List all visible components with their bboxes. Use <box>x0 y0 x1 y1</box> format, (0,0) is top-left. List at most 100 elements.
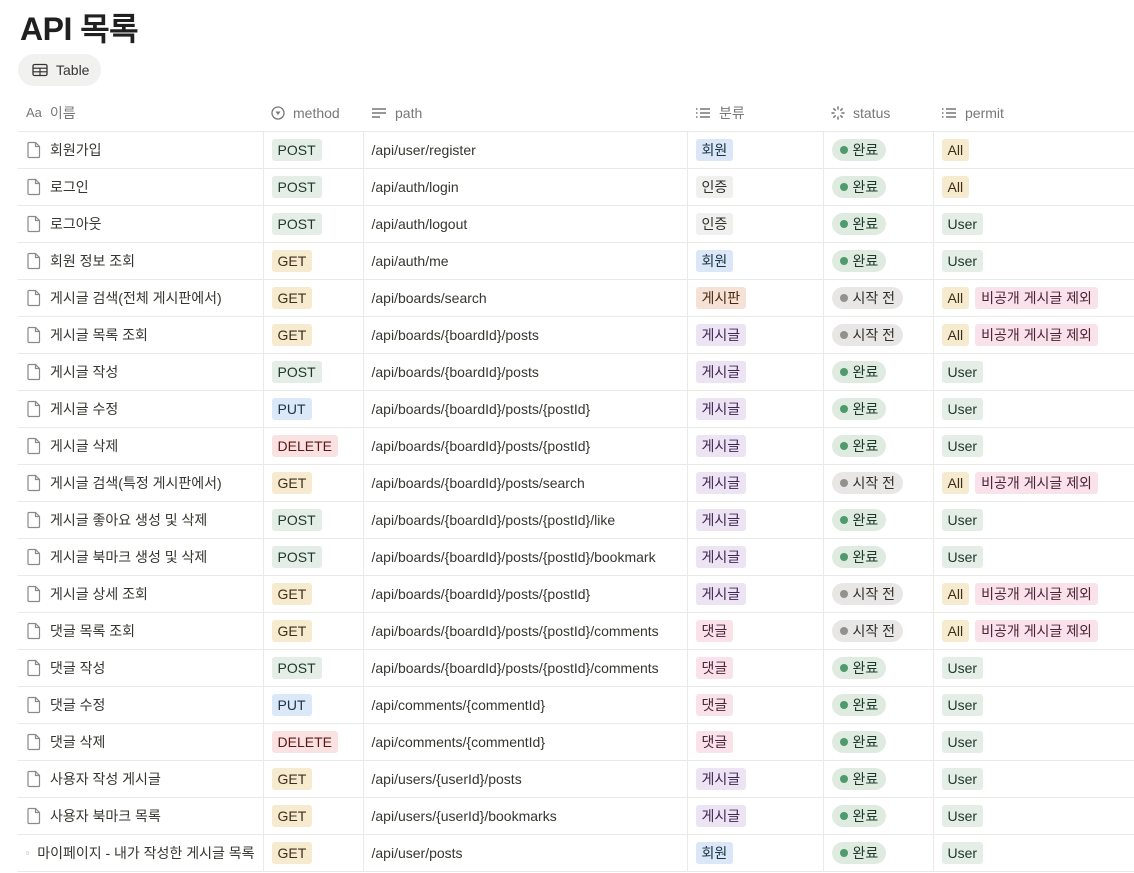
name-cell[interactable]: 댓글 수정 <box>18 686 263 724</box>
path-cell[interactable]: /api/boards/{boardId}/posts/search <box>362 464 687 502</box>
permit-cell[interactable]: User <box>932 649 1134 687</box>
permit-cell[interactable]: User <box>932 242 1134 280</box>
table-row[interactable]: 댓글 목록 조회 GET /api/boards/{boardId}/posts… <box>18 612 1134 650</box>
path-cell[interactable]: /api/boards/{boardId}/posts <box>362 316 687 354</box>
path-cell[interactable]: /api/boards/{boardId}/posts/{postId}/com… <box>362 649 687 687</box>
category-cell[interactable]: 게시글 <box>686 575 823 613</box>
category-cell[interactable]: 댓글 <box>686 686 823 724</box>
status-cell[interactable]: 완료 <box>822 834 933 872</box>
method-cell[interactable]: POST <box>262 353 363 391</box>
status-cell[interactable]: 완료 <box>822 760 933 798</box>
method-cell[interactable]: GET <box>262 464 363 502</box>
method-cell[interactable]: DELETE <box>262 723 363 761</box>
category-cell[interactable]: 게시글 <box>686 316 823 354</box>
column-header-path[interactable]: path <box>363 95 687 132</box>
name-cell[interactable]: 게시글 수정 <box>18 390 263 428</box>
column-header-status[interactable]: status <box>823 95 933 132</box>
column-header-name[interactable]: Aa 이름 <box>18 95 263 132</box>
path-cell[interactable]: /api/comments/{commentId} <box>362 723 687 761</box>
table-row[interactable]: 게시글 좋아요 생성 및 삭제 POST /api/boards/{boardI… <box>18 501 1134 539</box>
column-header-category[interactable]: 분류 <box>687 95 823 132</box>
table-row[interactable]: 게시글 북마크 생성 및 삭제 POST /api/boards/{boardI… <box>18 538 1134 576</box>
status-cell[interactable]: 완료 <box>822 353 933 391</box>
table-row[interactable]: 게시글 검색(전체 게시판에서) GET /api/boards/search … <box>18 279 1134 317</box>
path-cell[interactable]: /api/boards/search <box>362 279 687 317</box>
name-cell[interactable]: 게시글 작성 <box>18 353 263 391</box>
permit-cell[interactable]: User <box>932 760 1134 798</box>
name-cell[interactable]: 로그인 <box>18 168 263 206</box>
status-cell[interactable]: 완료 <box>822 131 933 169</box>
table-row[interactable]: 댓글 작성 POST /api/boards/{boardId}/posts/{… <box>18 649 1134 687</box>
category-cell[interactable]: 게시글 <box>686 464 823 502</box>
status-cell[interactable]: 시작 전 <box>822 464 933 502</box>
table-row[interactable]: 게시글 검색(특정 게시판에서) GET /api/boards/{boardI… <box>18 464 1134 502</box>
category-cell[interactable]: 댓글 <box>686 649 823 687</box>
name-cell[interactable]: 게시글 북마크 생성 및 삭제 <box>18 538 263 576</box>
status-cell[interactable]: 완료 <box>822 205 933 243</box>
category-cell[interactable]: 게시글 <box>686 797 823 835</box>
method-cell[interactable]: POST <box>262 131 363 169</box>
category-cell[interactable]: 인증 <box>686 205 823 243</box>
status-cell[interactable]: 완료 <box>822 168 933 206</box>
method-cell[interactable]: POST <box>262 168 363 206</box>
permit-cell[interactable]: User <box>932 723 1134 761</box>
method-cell[interactable]: GET <box>262 279 363 317</box>
method-cell[interactable]: GET <box>262 612 363 650</box>
method-cell[interactable]: PUT <box>262 686 363 724</box>
category-cell[interactable]: 댓글 <box>686 612 823 650</box>
table-row[interactable]: 댓글 삭제 DELETE /api/comments/{commentId} 댓… <box>18 723 1134 761</box>
name-cell[interactable]: 게시글 검색(전체 게시판에서) <box>18 279 263 317</box>
status-cell[interactable]: 완료 <box>822 501 933 539</box>
table-row[interactable]: 댓글 수정 PUT /api/comments/{commentId} 댓글 완… <box>18 686 1134 724</box>
method-cell[interactable]: POST <box>262 501 363 539</box>
permit-cell[interactable]: User <box>932 797 1134 835</box>
name-cell[interactable]: 사용자 북마크 목록 <box>18 797 263 835</box>
path-cell[interactable]: /api/boards/{boardId}/posts/{postId}/boo… <box>362 538 687 576</box>
method-cell[interactable]: GET <box>262 316 363 354</box>
name-cell[interactable]: 댓글 작성 <box>18 649 263 687</box>
method-cell[interactable]: GET <box>262 760 363 798</box>
permit-cell[interactable]: User <box>932 686 1134 724</box>
table-row[interactable]: 마이페이지 - 내가 작성한 게시글 목록 GET /api/user/post… <box>18 834 1134 872</box>
status-cell[interactable]: 시작 전 <box>822 575 933 613</box>
status-cell[interactable]: 완료 <box>822 427 933 465</box>
path-cell[interactable]: /api/auth/logout <box>362 205 687 243</box>
name-cell[interactable]: 마이페이지 - 내가 작성한 게시글 목록 <box>18 834 263 872</box>
method-cell[interactable]: POST <box>262 205 363 243</box>
name-cell[interactable]: 게시글 검색(특정 게시판에서) <box>18 464 263 502</box>
permit-cell[interactable]: All 비공개 게시글 제외 <box>932 464 1134 502</box>
status-cell[interactable]: 완료 <box>822 686 933 724</box>
permit-cell[interactable]: All 비공개 게시글 제외 <box>932 612 1134 650</box>
permit-cell[interactable]: All 비공개 게시글 제외 <box>932 316 1134 354</box>
table-row[interactable]: 사용자 작성 게시글 GET /api/users/{userId}/posts… <box>18 760 1134 798</box>
name-cell[interactable]: 로그아웃 <box>18 205 263 243</box>
table-row[interactable]: 회원가입 POST /api/user/register 회원 완료 All <box>18 131 1134 169</box>
path-cell[interactable]: /api/boards/{boardId}/posts/{postId} <box>362 427 687 465</box>
status-cell[interactable]: 시작 전 <box>822 316 933 354</box>
path-cell[interactable]: /api/boards/{boardId}/posts/{postId}/com… <box>362 612 687 650</box>
category-cell[interactable]: 회원 <box>686 242 823 280</box>
column-header-method[interactable]: method <box>263 95 363 132</box>
method-cell[interactable]: GET <box>262 575 363 613</box>
status-cell[interactable]: 시작 전 <box>822 279 933 317</box>
name-cell[interactable]: 회원가입 <box>18 131 263 169</box>
name-cell[interactable]: 댓글 삭제 <box>18 723 263 761</box>
path-cell[interactable]: /api/boards/{boardId}/posts/{postId} <box>362 575 687 613</box>
table-row[interactable]: 게시글 작성 POST /api/boards/{boardId}/posts … <box>18 353 1134 391</box>
category-cell[interactable]: 회원 <box>686 131 823 169</box>
status-cell[interactable]: 완료 <box>822 649 933 687</box>
table-view-tab[interactable]: Table <box>18 54 102 86</box>
permit-cell[interactable]: User <box>932 834 1134 872</box>
category-cell[interactable]: 게시글 <box>686 760 823 798</box>
permit-cell[interactable]: All <box>932 131 1134 169</box>
status-cell[interactable]: 완료 <box>822 723 933 761</box>
category-cell[interactable]: 게시글 <box>686 353 823 391</box>
category-cell[interactable]: 인증 <box>686 168 823 206</box>
status-cell[interactable]: 완료 <box>822 242 933 280</box>
method-cell[interactable]: GET <box>262 797 363 835</box>
method-cell[interactable]: GET <box>262 834 363 872</box>
status-cell[interactable]: 시작 전 <box>822 612 933 650</box>
name-cell[interactable]: 사용자 작성 게시글 <box>18 760 263 798</box>
path-cell[interactable]: /api/auth/login <box>362 168 687 206</box>
column-header-permit[interactable]: permit <box>933 95 1134 132</box>
